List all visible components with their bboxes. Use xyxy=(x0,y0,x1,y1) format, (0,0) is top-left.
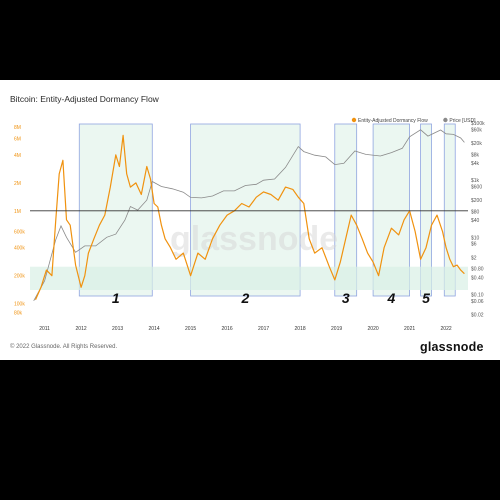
right-tick-label: $80 xyxy=(471,210,480,216)
cycle-label-3: 3 xyxy=(342,290,350,306)
left-tick-label: 80k xyxy=(14,311,23,317)
x-tick-label: 2014 xyxy=(149,326,160,332)
accumulation-zone-3 xyxy=(334,123,358,297)
x-tick-label: 2020 xyxy=(368,326,379,332)
x-tick-label: 2018 xyxy=(295,326,306,332)
left-tick-label: 2M xyxy=(14,181,21,187)
left-tick-label: 400k xyxy=(14,246,25,252)
x-tick-label: 2012 xyxy=(76,326,87,332)
right-tick-label: $60k xyxy=(471,127,482,133)
x-tick-label: 2011 xyxy=(39,326,50,332)
left-tick-label: 8M xyxy=(14,125,21,131)
x-tick-label: 2013 xyxy=(112,326,123,332)
right-tick-label: $8k xyxy=(471,152,480,158)
right-tick-label: $2 xyxy=(471,255,477,261)
x-tick-label: 2019 xyxy=(331,326,342,332)
right-tick-label: $0.40 xyxy=(471,275,484,281)
accumulation-zone-5 xyxy=(420,123,432,297)
right-tick-label: $600 xyxy=(471,185,482,191)
right-tick-label: $0.06 xyxy=(471,299,484,305)
x-tick-label: 2016 xyxy=(222,326,233,332)
left-tick-label: 100k xyxy=(14,302,25,308)
legend-entry: Entity-Adjusted Dormancy Flow xyxy=(358,118,428,124)
brand-logo: glassnode xyxy=(420,340,484,354)
legend-marker xyxy=(351,117,357,123)
buy-band xyxy=(30,266,468,290)
legend-entry: Price [USD] xyxy=(449,118,476,124)
cycle-label-1: 1 xyxy=(112,290,120,306)
right-tick-label: $20k xyxy=(471,141,482,147)
left-tick-label: 600k xyxy=(14,229,25,235)
right-tick-label: $100k xyxy=(471,121,485,127)
x-tick-label: 2021 xyxy=(404,326,415,332)
cycle-label-4: 4 xyxy=(386,290,395,306)
cycle-label-2: 2 xyxy=(240,290,249,306)
left-tick-label: 6M xyxy=(14,137,21,143)
copyright-text: © 2022 Glassnode. All Rights Reserved. xyxy=(10,344,118,350)
watermark: glassnode xyxy=(170,220,338,258)
right-tick-label: $0.10 xyxy=(471,292,484,298)
right-tick-label: $200 xyxy=(471,198,482,204)
x-tick-label: 2022 xyxy=(441,326,452,332)
left-tick-label: 4M xyxy=(14,153,21,159)
price-line xyxy=(33,129,465,301)
left-tick-label: 200k xyxy=(14,274,25,280)
x-tick-label: 2017 xyxy=(258,326,269,332)
right-tick-label: $10 xyxy=(471,235,480,241)
legend-marker xyxy=(443,117,448,123)
right-tick-label: $0.80 xyxy=(471,267,484,273)
right-tick-label: $4k xyxy=(471,161,480,167)
accumulation-zone-6 xyxy=(443,123,456,297)
right-tick-label: $6 xyxy=(471,242,477,248)
right-tick-label: $0.02 xyxy=(471,312,484,318)
cycle-label-5: 5 xyxy=(422,290,430,306)
left-tick-label: 1M xyxy=(14,209,21,215)
x-tick-label: 2015 xyxy=(185,326,196,332)
dormancy-flow-line xyxy=(34,134,465,301)
chart-title: Bitcoin: Entity-Adjusted Dormancy Flow xyxy=(10,94,159,104)
right-tick-label: $1k xyxy=(471,178,480,184)
right-tick-label: $40 xyxy=(471,218,480,224)
